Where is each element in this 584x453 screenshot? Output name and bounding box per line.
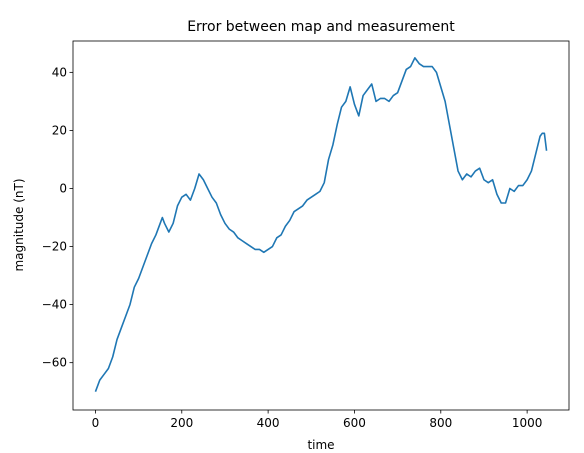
y-tick-label: 20 (52, 123, 67, 137)
x-tick-label: 600 (343, 416, 366, 430)
y-tick-label: −40 (42, 298, 67, 312)
x-tick-label: 200 (170, 416, 193, 430)
y-tick-label: −60 (42, 356, 67, 370)
x-tick-label: 800 (429, 416, 452, 430)
y-axis-label: magnitude (nT) (12, 178, 26, 271)
x-axis-label: time (307, 438, 334, 452)
y-tick-label: −20 (42, 240, 67, 254)
x-tick-label: 400 (257, 416, 280, 430)
y-tick-label: 40 (52, 65, 67, 79)
chart-title: Error between map and measurement (187, 19, 455, 35)
y-tick-label: 0 (59, 181, 67, 195)
axes-frame (72, 40, 570, 411)
x-tick-label: 1000 (512, 416, 543, 430)
line-series (94, 57, 548, 392)
x-tick-label: 0 (92, 416, 100, 430)
